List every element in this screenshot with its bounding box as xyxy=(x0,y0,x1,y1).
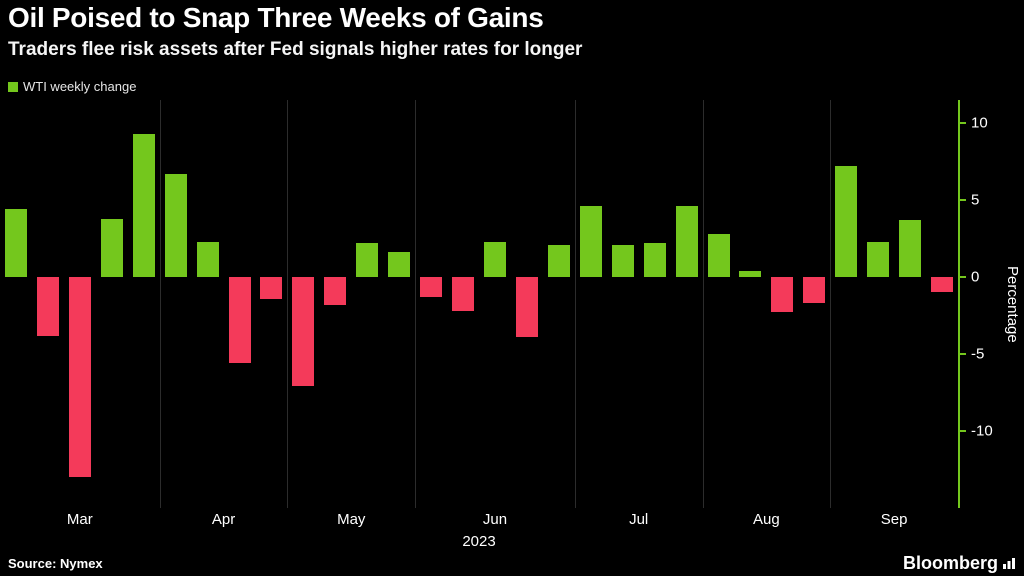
bar-week-25 xyxy=(771,277,794,313)
bar-week-8 xyxy=(228,277,251,364)
x-axis-month-label: Aug xyxy=(753,511,780,528)
bar-week-16 xyxy=(483,241,506,278)
x-axis-year-label: 2023 xyxy=(462,533,496,550)
y-axis-tick xyxy=(958,353,966,356)
x-axis-month-label: May xyxy=(337,511,366,528)
bar-week-7 xyxy=(196,241,219,278)
bar-week-18 xyxy=(547,244,570,278)
chart-subtitle: Traders flee risk assets after Fed signa… xyxy=(8,39,583,60)
x-axis-month-label: Sep xyxy=(880,511,908,528)
y-axis-title: Percentage xyxy=(1004,265,1021,343)
bar-week-3 xyxy=(68,277,91,478)
bar-week-5 xyxy=(132,133,155,278)
bar-week-12 xyxy=(356,243,379,278)
bar-week-27 xyxy=(835,166,858,278)
x-axis-month-label: Jul xyxy=(629,511,649,528)
month-gridline xyxy=(415,100,417,508)
bar-week-17 xyxy=(515,277,538,338)
x-axis-month-label: Mar xyxy=(66,511,93,528)
x-axis-month-label: Apr xyxy=(211,511,236,528)
bar-week-9 xyxy=(260,277,283,299)
bar-week-26 xyxy=(803,277,826,304)
bar-week-24 xyxy=(739,270,762,278)
x-axis-month-labels: Mar Apr May Jun Jul Aug Sep xyxy=(0,511,958,531)
y-axis-tick-label: -10 xyxy=(971,422,993,440)
y-axis-tick-label: 10 xyxy=(971,114,988,132)
bar-week-14 xyxy=(420,277,443,298)
chart-title: Oil Poised to Snap Three Weeks of Gains xyxy=(8,2,544,33)
y-axis-tick xyxy=(958,276,966,279)
bar-week-28 xyxy=(867,241,890,278)
bar-week-15 xyxy=(452,277,475,311)
y-axis-tick-label: 0 xyxy=(971,268,980,286)
bar-week-29 xyxy=(899,220,922,278)
legend: WTI weekly change xyxy=(8,79,136,94)
y-axis-tick xyxy=(958,199,966,202)
y-axis-tick-label: -5 xyxy=(971,345,985,363)
bar-week-4 xyxy=(100,218,123,278)
plot-area: 10 5 0 -5 -10 xyxy=(0,100,993,508)
bar-week-10 xyxy=(292,277,315,387)
month-gridline xyxy=(287,100,289,508)
bar-week-22 xyxy=(675,206,698,278)
bar-week-2 xyxy=(36,277,59,336)
bar-week-19 xyxy=(579,206,602,278)
bloomberg-logo: Bloomberg xyxy=(903,553,1016,574)
bar-week-11 xyxy=(324,277,347,305)
month-gridline xyxy=(574,100,576,508)
bloomberg-chart-icon xyxy=(1003,558,1015,569)
month-gridline xyxy=(830,100,832,508)
footer: Source: Nymex Bloomberg xyxy=(0,550,1024,576)
bar-week-30 xyxy=(931,277,954,293)
bar-week-21 xyxy=(643,243,666,278)
bar-week-6 xyxy=(164,173,187,278)
bar-week-1 xyxy=(4,209,27,278)
bar-week-23 xyxy=(707,233,730,278)
bar-week-20 xyxy=(611,244,634,278)
source-label: Source: Nymex xyxy=(8,555,103,571)
month-gridline xyxy=(159,100,161,508)
legend-label: WTI weekly change xyxy=(23,79,137,94)
y-axis-tick-label: 5 xyxy=(971,191,980,209)
month-gridline xyxy=(702,100,704,508)
legend-swatch-icon xyxy=(8,81,18,92)
y-axis xyxy=(958,100,960,508)
x-axis-month-label: Jun xyxy=(482,511,508,528)
bloomberg-logo-text: Bloomberg xyxy=(902,552,998,573)
y-axis-tick xyxy=(958,430,966,433)
bar-week-13 xyxy=(388,252,411,278)
y-axis-tick xyxy=(958,122,966,125)
